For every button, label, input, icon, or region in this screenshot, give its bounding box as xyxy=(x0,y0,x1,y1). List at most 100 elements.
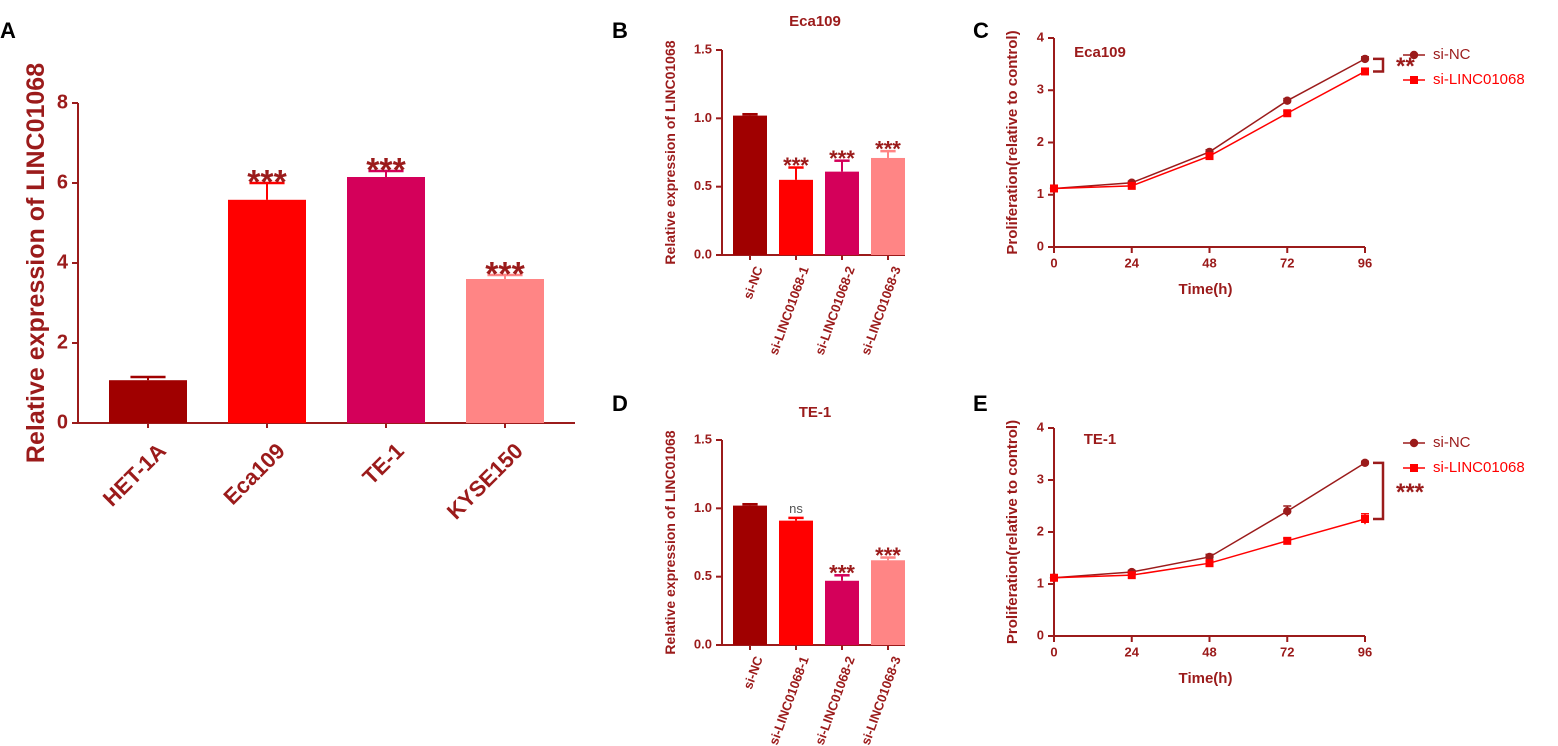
bar-si-LINC01068-2 xyxy=(825,580,859,645)
bar-chart-B: B Eca109 0.0 0.5 1.0 1.5 Relative expression o… xyxy=(612,13,905,357)
line-chart-E: E TE-1 0 1 2 3 4 0 24 48 72 96 Time(h) Proliferation(… xyxy=(973,391,1525,687)
bar-si-LINC01068-2 xyxy=(825,171,859,255)
y-tick-label: 1.5 xyxy=(694,41,712,56)
significance-stars: ** xyxy=(1396,53,1415,80)
x-tick-label: 96 xyxy=(1358,645,1372,660)
data-point-si-LINC01068 xyxy=(1283,109,1292,118)
category-label: si-LINC01068-2 xyxy=(812,654,858,746)
bar-chart-D: D TE-1 0.0 0.5 1.0 1.5 Relative expression of … xyxy=(612,391,905,746)
bar-si-LINC01068-1 xyxy=(779,520,813,645)
data-point-si-LINC01068 xyxy=(1127,181,1136,190)
data-point-si-LINC01068 xyxy=(1205,152,1214,161)
x-axis-label: Time(h) xyxy=(1179,281,1233,298)
category-label: si-LINC01068-3 xyxy=(858,654,904,746)
bar-si-NC xyxy=(733,115,767,255)
panel-label-D: D xyxy=(612,391,628,416)
x-tick-label: 72 xyxy=(1280,256,1294,271)
x-axis-label: Time(h) xyxy=(1179,670,1233,687)
bar-HET-1A xyxy=(109,380,187,423)
y-tick-label: 0.5 xyxy=(694,178,712,193)
data-point-si-LINC01068 xyxy=(1127,571,1136,580)
panel-label-E: E xyxy=(973,391,988,416)
chart-title: TE-1 xyxy=(799,404,832,421)
legend-label: si-LINC01068 xyxy=(1433,71,1525,88)
category-label: Eca109 xyxy=(219,438,290,509)
legend-marker xyxy=(1410,464,1418,472)
x-tick-label: 24 xyxy=(1125,256,1140,271)
x-tick-label: 0 xyxy=(1050,645,1057,660)
y-tick-label: 4 xyxy=(1037,29,1045,44)
category-label: si-LINC01068-2 xyxy=(812,264,858,357)
y-tick-label: 8 xyxy=(57,91,68,113)
panel-label-C: C xyxy=(973,18,989,43)
significance-stars: *** xyxy=(366,151,406,189)
series-line-si-LINC01068 xyxy=(1053,70,1366,190)
y-axis-label: Relative expression of LINC01068 xyxy=(22,63,50,463)
significance-stars: *** xyxy=(1396,479,1425,506)
y-axis-label: Relative expression of LINC01068 xyxy=(662,430,678,654)
series-line-si-NC xyxy=(1053,58,1366,190)
bar-si-LINC01068-1 xyxy=(779,179,813,255)
chart-title: TE-1 xyxy=(1084,431,1117,448)
y-tick-label: 1 xyxy=(1037,575,1044,590)
y-tick-label: 4 xyxy=(57,251,69,273)
panel-label-B: B xyxy=(612,18,628,43)
significance-stars: *** xyxy=(829,561,855,586)
bar-Eca109 xyxy=(228,199,306,423)
data-point-si-NC xyxy=(1360,54,1370,64)
bar-si-LINC01068-3 xyxy=(871,157,905,255)
y-tick-label: 6 xyxy=(57,171,68,193)
ns-label: ns xyxy=(789,501,803,516)
data-point-si-NC xyxy=(1283,96,1292,105)
legend-marker xyxy=(1409,438,1419,448)
category-label: KYSE150 xyxy=(442,438,528,524)
y-tick-label: 0 xyxy=(57,411,68,433)
category-label: si-LINC01068-3 xyxy=(858,264,904,357)
series-line-si-LINC01068 xyxy=(1053,518,1366,579)
data-point-si-NC xyxy=(1283,507,1292,516)
line-chart-C: C Eca109 0 1 2 3 4 0 24 48 72 96 Time(h) Proliferatio… xyxy=(973,18,1525,298)
y-axis-label: Proliferation(relative to control) xyxy=(1004,30,1021,254)
y-tick-label: 0.0 xyxy=(694,636,712,651)
bar-TE-1 xyxy=(347,177,425,423)
legend-marker xyxy=(1410,76,1418,84)
category-label: HET-1A xyxy=(98,438,171,511)
bar-si-NC xyxy=(733,505,767,645)
x-tick-label: 72 xyxy=(1280,645,1294,660)
x-tick-label: 96 xyxy=(1358,256,1372,271)
significance-stars: *** xyxy=(783,153,809,178)
data-point-si-LINC01068 xyxy=(1050,573,1058,582)
y-tick-label: 3 xyxy=(1037,471,1044,486)
y-tick-label: 4 xyxy=(1037,419,1045,434)
y-tick-label: 0.5 xyxy=(694,568,712,583)
data-point-si-LINC01068 xyxy=(1205,559,1214,568)
legend-marker xyxy=(1409,50,1419,60)
y-tick-label: 2 xyxy=(1037,523,1044,538)
significance-stars: *** xyxy=(829,146,855,171)
x-tick-label: 48 xyxy=(1202,256,1216,271)
y-tick-label: 1 xyxy=(1037,186,1044,201)
data-point-si-LINC01068 xyxy=(1050,184,1058,193)
bar-si-LINC01068-3 xyxy=(871,560,905,645)
panel-label-A: A xyxy=(0,18,16,43)
x-tick-label: 48 xyxy=(1202,645,1216,660)
category-label: TE-1 xyxy=(357,438,408,489)
y-axis-label: Relative expression of LINC01068 xyxy=(662,40,678,264)
significance-stars: *** xyxy=(875,136,901,161)
y-tick-label: 2 xyxy=(1037,134,1044,149)
data-point-si-LINC01068 xyxy=(1361,515,1369,523)
category-label: si-NC xyxy=(740,264,766,302)
significance-bracket xyxy=(1373,57,1385,73)
significance-stars: *** xyxy=(247,163,287,201)
legend-label: si-NC xyxy=(1433,434,1471,451)
significance-stars: *** xyxy=(875,543,901,568)
legend-label: si-NC xyxy=(1433,46,1471,63)
legend-label: si-LINC01068 xyxy=(1433,459,1525,476)
y-tick-label: 1.0 xyxy=(694,500,712,515)
significance-stars: *** xyxy=(485,255,525,293)
y-tick-label: 2 xyxy=(57,331,68,353)
y-axis-label: Proliferation(relative to control) xyxy=(1004,420,1021,644)
chart-title: Eca109 xyxy=(789,13,841,30)
bar-KYSE150 xyxy=(466,279,544,423)
